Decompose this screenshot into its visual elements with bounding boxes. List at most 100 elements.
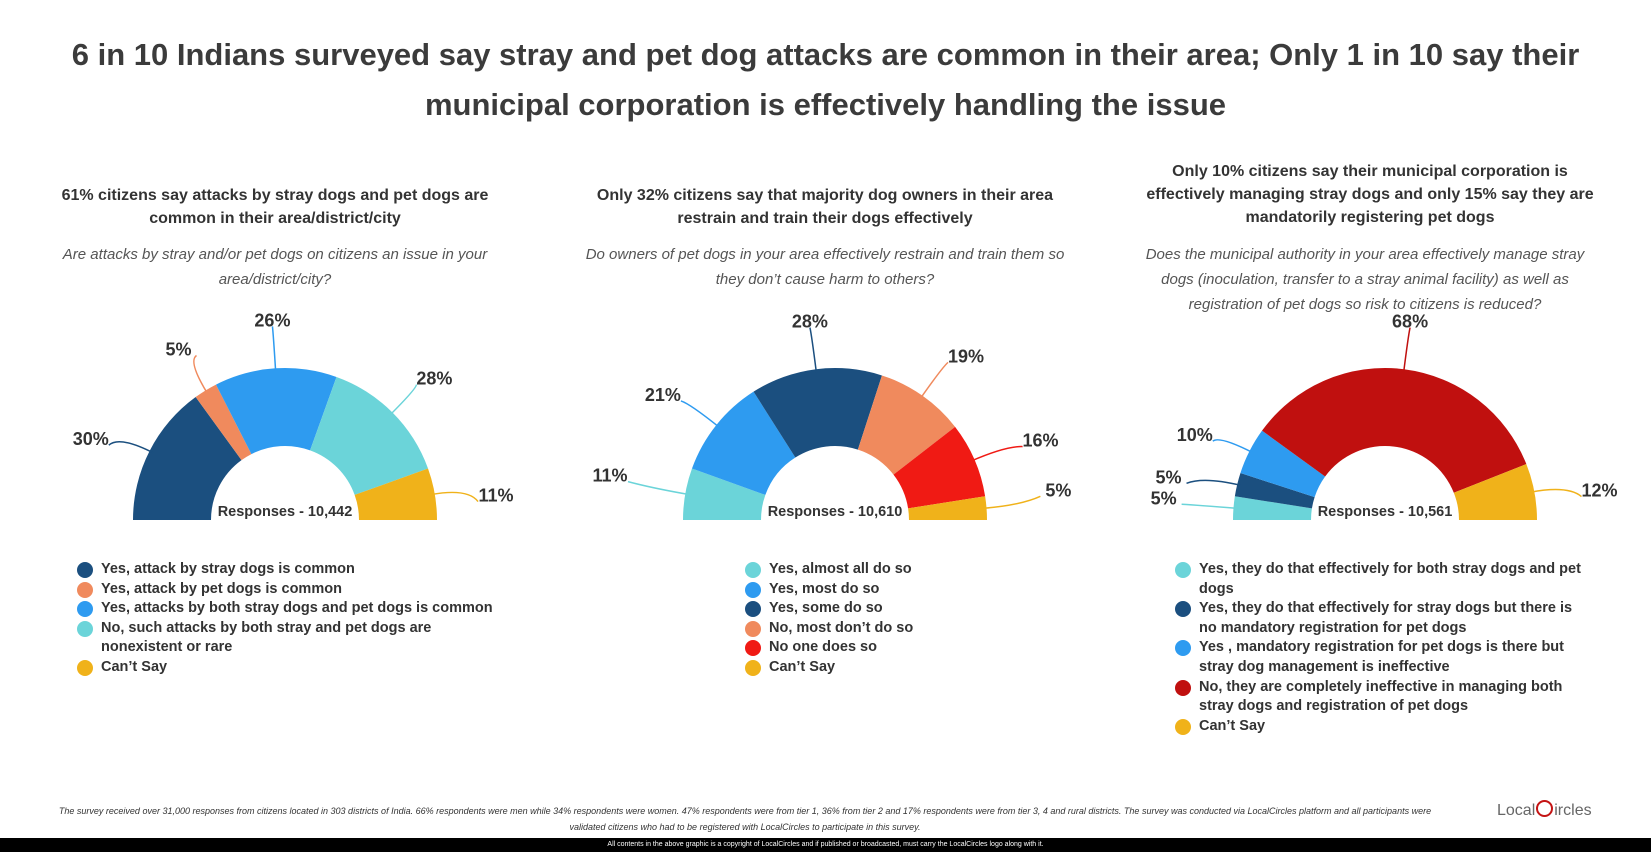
legend-swatch	[77, 620, 93, 637]
chart-segment	[753, 368, 882, 458]
legend-swatch	[77, 562, 93, 578]
data-label: 28%	[792, 312, 828, 332]
leader-line	[193, 354, 209, 395]
legend-swatch	[1175, 679, 1191, 696]
chart-panel-attacks: 61% citizens say attacks by stray dogs a…	[15, 160, 535, 760]
legend-item: Yes, most do so	[745, 580, 1045, 600]
donut-chart-owners: 11% 21% 28% 19% 16% 5% Responses - 10,610	[592, 312, 1071, 520]
leader-line	[627, 480, 690, 496]
brand-text-left: Local	[1497, 802, 1536, 819]
legend-label: Yes, most do so	[769, 580, 880, 597]
legend-swatch	[745, 640, 761, 657]
data-label: 11%	[592, 466, 627, 486]
chart-segment	[1453, 464, 1537, 520]
legend-item: Can’t Say	[77, 658, 497, 678]
leader-line	[430, 491, 479, 503]
legend-swatch	[745, 581, 761, 598]
legend-label: No, such attacks by both stray and pet d…	[101, 619, 432, 656]
legend-label: Yes, some do so	[769, 600, 883, 617]
legend-item: Yes, attack by stray dogs is common	[77, 560, 497, 580]
leader-line	[1186, 479, 1242, 487]
leader-line	[271, 326, 277, 373]
page-title: 6 in 10 Indians surveyed say stray and p…	[71, 37, 1580, 122]
legend-swatch	[1175, 601, 1191, 618]
data-label: 68%	[1392, 312, 1428, 332]
chart-segment	[691, 391, 796, 495]
data-label: 19%	[948, 346, 984, 366]
data-label: 30%	[73, 429, 109, 449]
donut-chart-attacks: 30% 5% 26% 28% 11% Responses - 10,442	[73, 310, 514, 520]
data-label: 11%	[478, 486, 513, 506]
legend-item: Yes, attacks by both stray dogs and pet …	[77, 599, 497, 619]
legend-item: Yes, they do that effectively for stray …	[1175, 599, 1585, 638]
legend-swatch	[745, 620, 761, 637]
legend-swatch	[77, 581, 93, 598]
legend-swatch	[1175, 640, 1191, 657]
legend-swatch	[745, 562, 761, 578]
chart-segment	[908, 496, 987, 520]
legend-label: Can’t Say	[769, 658, 836, 675]
data-label: 26%	[254, 310, 290, 330]
legend-label: No, they are completely ineffective in m…	[1199, 678, 1563, 715]
legend-label: Yes, attack by stray dogs is common	[101, 561, 355, 577]
legend-swatch	[1175, 718, 1191, 735]
circle-logo-icon	[1536, 800, 1554, 817]
legend-label: Yes, they do that effectively for both s…	[1199, 561, 1581, 597]
chart-question: Do owners of pet dogs in your area effec…	[585, 246, 1065, 288]
localcircles-logo: Local ircles	[1497, 800, 1592, 820]
data-label: 21%	[645, 385, 681, 405]
chart-segment	[893, 426, 986, 509]
chart-panel-municipal: Only 10% citizens say their municipal co…	[1115, 160, 1635, 760]
responses-label: Responses - 10,561	[1318, 504, 1453, 520]
responses-label: Responses - 10,610	[768, 504, 903, 520]
legend-item: Yes, they do that effectively for both s…	[1175, 560, 1585, 599]
legend-item: Can’t Say	[745, 658, 1045, 678]
chart-segment	[1262, 368, 1527, 493]
chart-segment	[1233, 496, 1312, 520]
legend-label: Can’t Say	[101, 658, 168, 675]
chart-segment	[310, 376, 429, 495]
chart-panel-owners: Only 32% citizens say that majority dog …	[565, 160, 1085, 760]
donut-chart-municipal: 5%5% 10% 68% 12% Responses - 10,561	[1151, 312, 1617, 520]
chart-title: 61% citizens say attacks by stray dogs a…	[61, 187, 489, 227]
chart-question: Are attacks by stray and/or pet dogs on …	[62, 246, 488, 288]
leader-line	[1402, 327, 1411, 374]
legend-item: Can’t Say	[1175, 717, 1585, 737]
leader-line	[108, 441, 154, 454]
chart-segment	[683, 468, 766, 520]
legend-swatch	[77, 601, 93, 618]
data-label: 5%	[1151, 488, 1177, 508]
legend-item: No, they are completely ineffective in m…	[1175, 678, 1585, 717]
leader-line	[919, 361, 949, 400]
legend-item: Yes, some do so	[745, 599, 1045, 619]
brand-text-right: ircles	[1554, 802, 1592, 819]
leader-line	[680, 400, 720, 429]
legend-label: Yes , mandatory registration for pet dog…	[1199, 639, 1564, 675]
chart-segment	[1240, 430, 1326, 498]
legend-swatch	[745, 659, 761, 676]
legend-label: Yes, almost all do so	[769, 561, 912, 577]
legend-swatch	[77, 659, 93, 676]
leader-line	[809, 327, 818, 374]
data-label: 12%	[1581, 481, 1617, 501]
leader-line	[1212, 439, 1254, 454]
copyright-bar: All contents in the above graphic is a c…	[0, 838, 1651, 852]
leader-line	[970, 445, 1023, 462]
legend-label: Can’t Say	[1199, 717, 1266, 734]
data-label: 5%	[1045, 480, 1071, 500]
legend-item: Yes, attack by pet dogs is common	[77, 580, 497, 600]
legend-item: Yes, almost all do so	[745, 560, 1045, 580]
chart-segment	[215, 368, 337, 455]
leader-line	[389, 384, 418, 416]
chart-legend: Yes, they do that effectively for both s…	[1175, 560, 1585, 736]
legend-label: No one does so	[769, 639, 877, 656]
chart-title: Only 32% citizens say that majority dog …	[596, 187, 1054, 227]
data-label: 5%	[1156, 467, 1182, 487]
chart-segment	[133, 397, 242, 520]
chart-segment	[857, 375, 956, 475]
data-label: 5%	[165, 339, 191, 359]
data-label: 28%	[416, 369, 452, 389]
responses-label: Responses - 10,442	[218, 504, 353, 520]
leader-line	[1530, 488, 1582, 498]
legend-label: No, most don’t do so	[769, 619, 914, 636]
